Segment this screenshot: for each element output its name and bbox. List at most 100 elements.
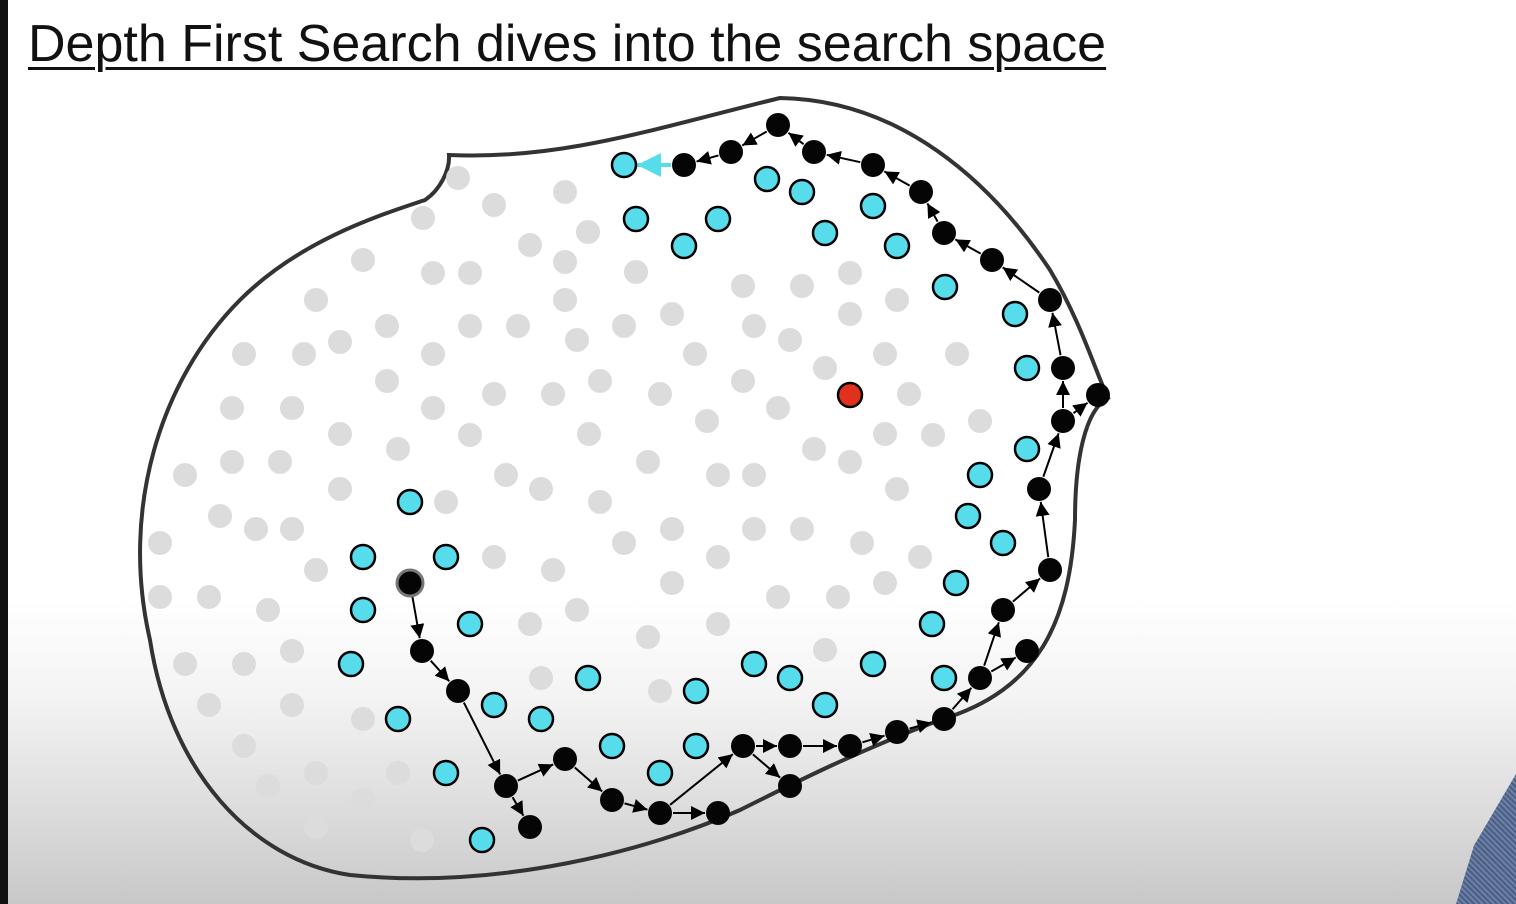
unvisited-node <box>220 450 244 474</box>
visited-node <box>731 734 755 758</box>
visited-node <box>1086 383 1110 407</box>
frontier-node <box>966 461 994 489</box>
unvisited-node <box>375 314 399 338</box>
frontier-node <box>622 205 650 233</box>
unvisited-node <box>838 450 862 474</box>
unvisited-node <box>280 693 304 717</box>
frontier-node <box>468 826 496 854</box>
unvisited-node <box>838 261 862 285</box>
unvisited-node <box>304 761 328 785</box>
unvisited-node <box>766 585 790 609</box>
unvisited-node <box>565 598 589 622</box>
visited-node <box>991 598 1015 622</box>
unvisited-node <box>518 233 542 257</box>
unvisited-node <box>612 531 636 555</box>
visited-node <box>778 774 802 798</box>
visited-node <box>398 571 422 595</box>
unvisited-node <box>244 517 268 541</box>
unvisited-node <box>328 330 352 354</box>
dfs-edge-arrow <box>1035 501 1050 558</box>
frontier-node <box>788 178 816 206</box>
unvisited-node <box>529 666 553 690</box>
unvisited-node <box>494 463 518 487</box>
unvisited-node <box>434 490 458 514</box>
start-node-ring <box>395 568 425 598</box>
unvisited-node <box>410 828 434 852</box>
unvisited-node <box>458 314 482 338</box>
frontier-node <box>740 650 768 678</box>
unvisited-node <box>624 260 648 284</box>
left-edge-bar <box>0 0 8 904</box>
visited-node <box>1027 477 1051 501</box>
unvisited-node <box>553 288 577 312</box>
unvisited-node <box>386 437 410 461</box>
unvisited-node <box>576 220 600 244</box>
dfs-edge-arrow <box>862 732 885 747</box>
search-nodes <box>148 113 1110 854</box>
unvisited-node <box>386 761 410 785</box>
frontier-node <box>859 192 887 220</box>
unvisited-node <box>826 585 850 609</box>
unvisited-node <box>197 585 221 609</box>
frontier-node <box>574 664 602 692</box>
unvisited-node <box>731 369 755 393</box>
dfs-edge-arrow <box>787 132 805 147</box>
unvisited-node <box>838 302 862 326</box>
unvisited-node <box>375 369 399 393</box>
frontier-node <box>349 543 377 571</box>
unvisited-node <box>553 250 577 274</box>
unvisited-node <box>660 571 684 595</box>
unvisited-node <box>766 396 790 420</box>
visited-node <box>1038 558 1062 582</box>
unvisited-node <box>256 598 280 622</box>
unvisited-node <box>220 396 244 420</box>
unvisited-node <box>541 382 565 406</box>
frontier-node <box>349 596 377 624</box>
visited-node <box>932 707 956 731</box>
unvisited-node <box>148 585 172 609</box>
unvisited-node <box>232 734 256 758</box>
unvisited-node <box>232 342 256 366</box>
search-space-boundary <box>138 95 1111 881</box>
visited-node <box>494 774 518 798</box>
visited-node <box>719 140 743 164</box>
dfs-edge-arrow <box>826 150 861 165</box>
unvisited-node <box>706 463 730 487</box>
unvisited-node <box>683 342 707 366</box>
frontier-node <box>1001 300 1029 328</box>
unvisited-node <box>731 274 755 298</box>
unvisited-node <box>256 774 280 798</box>
frontier-node <box>432 759 460 787</box>
unvisited-node <box>482 193 506 217</box>
unvisited-node <box>873 342 897 366</box>
frontier-node <box>480 691 508 719</box>
frontier-node <box>989 529 1017 557</box>
frontier-node <box>811 219 839 247</box>
unvisited-node <box>148 531 172 555</box>
unvisited-node <box>850 531 874 555</box>
unvisited-node <box>873 422 897 446</box>
frontier-node <box>646 759 674 787</box>
unvisited-node <box>541 558 565 582</box>
frontier-node <box>931 273 959 301</box>
dfs-edges <box>410 130 1089 820</box>
slide-title: Depth First Search dives into the search… <box>28 15 1107 73</box>
unvisited-node <box>197 693 221 717</box>
unvisited-node <box>280 396 304 420</box>
unvisited-node <box>790 517 814 541</box>
dfs-edge-arrow <box>624 799 648 813</box>
visited-node <box>600 788 624 812</box>
dfs-edge-arrow <box>1048 312 1062 356</box>
frontier-node <box>1013 354 1041 382</box>
unvisited-node <box>446 166 470 190</box>
unvisited-node <box>968 409 992 433</box>
unvisited-node <box>695 409 719 433</box>
frontier-node <box>670 232 698 260</box>
frontier-node <box>883 232 911 260</box>
visited-node <box>885 720 909 744</box>
unvisited-node <box>636 625 660 649</box>
unvisited-node <box>577 422 601 446</box>
dfs-edge-arrow <box>752 753 781 779</box>
unvisited-node <box>506 314 530 338</box>
unvisited-node <box>304 288 328 312</box>
